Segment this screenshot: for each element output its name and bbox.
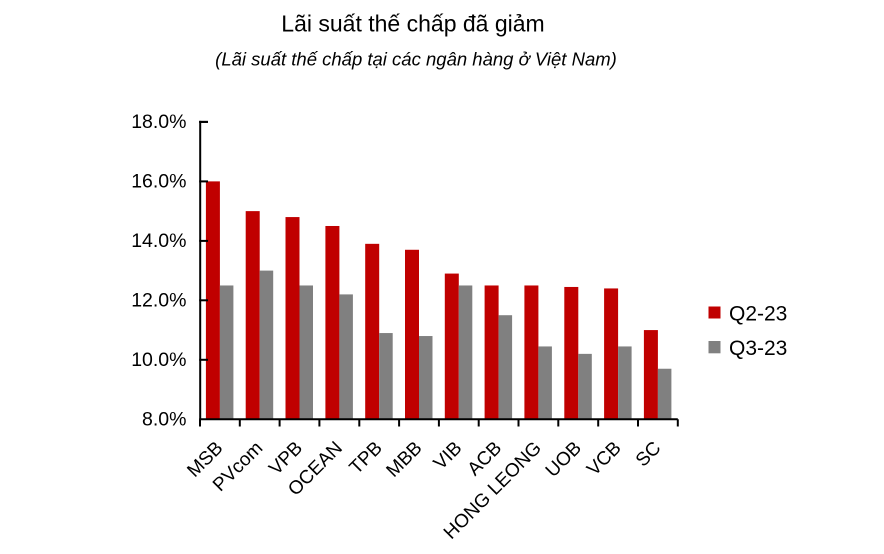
svg-text:16.0%: 16.0% — [131, 171, 186, 193]
svg-text:8.0%: 8.0% — [142, 408, 186, 430]
svg-text:10.0%: 10.0% — [131, 349, 186, 371]
svg-text:Q3-23: Q3-23 — [729, 337, 787, 360]
svg-text:18.0%: 18.0% — [131, 111, 186, 133]
svg-text:MBB: MBB — [383, 438, 427, 482]
svg-text:VCB: VCB — [583, 438, 625, 480]
svg-text:Q2-23: Q2-23 — [729, 302, 787, 325]
svg-text:UOB: UOB — [542, 438, 586, 482]
svg-text:Lãi suất thế chấp đã giảm: Lãi suất thế chấp đã giảm — [281, 11, 544, 37]
svg-text:(Lãi suất thế chấp tại các ngâ: (Lãi suất thế chấp tại các ngân hàng ở V… — [215, 49, 617, 70]
svg-text:SC: SC — [632, 438, 666, 472]
svg-text:14.0%: 14.0% — [131, 230, 186, 252]
svg-text:VIB: VIB — [430, 438, 467, 475]
svg-text:TPB: TPB — [346, 438, 387, 479]
svg-text:12.0%: 12.0% — [131, 289, 186, 311]
